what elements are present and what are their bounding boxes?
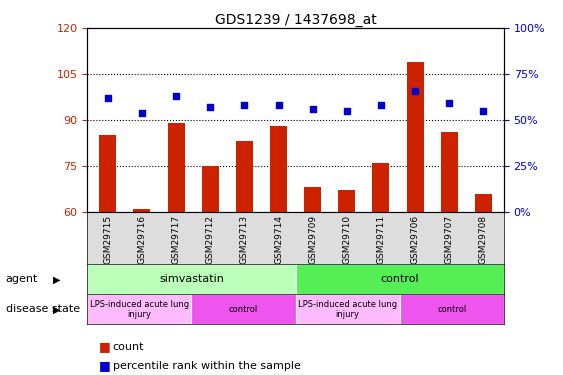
Bar bbox=[400, 294, 504, 324]
Title: GDS1239 / 1437698_at: GDS1239 / 1437698_at bbox=[215, 13, 377, 27]
Bar bbox=[338, 190, 355, 375]
Text: ▶: ▶ bbox=[52, 274, 60, 284]
Bar bbox=[191, 294, 296, 324]
Point bbox=[103, 95, 112, 101]
Point bbox=[172, 93, 181, 99]
Bar bbox=[372, 163, 390, 375]
Bar bbox=[296, 264, 504, 294]
Text: ■: ■ bbox=[99, 340, 110, 353]
Text: ▶: ▶ bbox=[52, 304, 60, 314]
Text: control: control bbox=[437, 305, 466, 314]
Bar bbox=[236, 141, 253, 375]
Bar bbox=[441, 132, 458, 375]
Point bbox=[205, 104, 215, 110]
Text: GSM29716: GSM29716 bbox=[137, 214, 146, 264]
Bar bbox=[270, 126, 287, 375]
Text: GSM29712: GSM29712 bbox=[205, 214, 215, 264]
Text: GSM29715: GSM29715 bbox=[103, 214, 112, 264]
Text: percentile rank within the sample: percentile rank within the sample bbox=[113, 361, 301, 370]
Text: LPS-induced acute lung
injury: LPS-induced acute lung injury bbox=[90, 300, 189, 319]
Bar bbox=[133, 209, 150, 375]
Point bbox=[342, 108, 351, 114]
Point bbox=[274, 102, 283, 108]
Text: GSM29709: GSM29709 bbox=[308, 214, 317, 264]
Text: GSM29710: GSM29710 bbox=[342, 214, 351, 264]
Text: agent: agent bbox=[6, 274, 38, 284]
Text: LPS-induced acute lung
injury: LPS-induced acute lung injury bbox=[298, 300, 397, 319]
Text: GSM29708: GSM29708 bbox=[479, 214, 488, 264]
Bar bbox=[87, 264, 296, 294]
Text: GSM29711: GSM29711 bbox=[377, 214, 386, 264]
Bar bbox=[304, 188, 321, 375]
Text: GSM29714: GSM29714 bbox=[274, 214, 283, 264]
Bar bbox=[87, 294, 191, 324]
Bar bbox=[202, 166, 219, 375]
Text: GSM29707: GSM29707 bbox=[445, 214, 454, 264]
Text: disease state: disease state bbox=[6, 304, 80, 314]
Point bbox=[308, 106, 317, 112]
Bar bbox=[406, 62, 423, 375]
Bar bbox=[168, 123, 185, 375]
Point bbox=[240, 102, 249, 108]
Point bbox=[445, 100, 454, 106]
Text: count: count bbox=[113, 342, 144, 352]
Text: GSM29706: GSM29706 bbox=[410, 214, 419, 264]
Bar bbox=[296, 294, 400, 324]
Text: GSM29713: GSM29713 bbox=[240, 214, 249, 264]
Bar bbox=[475, 194, 492, 375]
Point bbox=[137, 110, 146, 116]
Point bbox=[479, 108, 488, 114]
Text: simvastatin: simvastatin bbox=[159, 274, 224, 284]
Bar bbox=[99, 135, 117, 375]
Text: GSM29717: GSM29717 bbox=[172, 214, 181, 264]
Text: ■: ■ bbox=[99, 359, 110, 372]
Point bbox=[377, 102, 386, 108]
Text: control: control bbox=[229, 305, 258, 314]
Point bbox=[410, 88, 419, 94]
Text: control: control bbox=[381, 274, 419, 284]
